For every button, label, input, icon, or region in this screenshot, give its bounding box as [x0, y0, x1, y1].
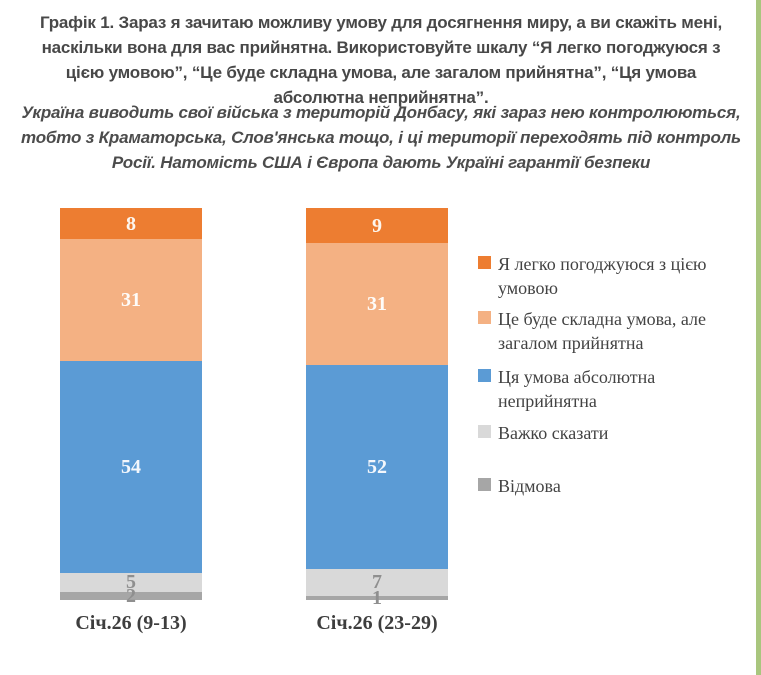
right-green-border — [756, 0, 761, 675]
bar-segment: 31 — [306, 243, 448, 365]
legend-swatch — [478, 369, 491, 382]
legend-item: Відмова — [478, 474, 723, 498]
legend-swatch — [478, 311, 491, 324]
bar-segment: 54 — [60, 360, 202, 573]
legend-swatch — [478, 256, 491, 269]
legend-swatch — [478, 425, 491, 438]
bar-value-label: 31 — [121, 289, 141, 312]
plot-area: 8 31 54 5 2 9 31 52 7 1 — [0, 208, 480, 608]
bar-segment: 9 — [306, 208, 448, 244]
legend: Я легко погоджуюся з цією умовою Це буде … — [478, 252, 740, 532]
legend-label: Ця умова абсолютна неприйнятна — [498, 367, 656, 411]
chart-title: Графік 1. Зараз я зачитаю можливу умову … — [39, 13, 723, 107]
legend-item: Це буде складна умова, але загалом прийн… — [478, 307, 723, 355]
bar-segment: 5 — [60, 571, 202, 594]
bar-value-label: 9 — [372, 214, 382, 237]
bar-2: 9 31 52 7 1 — [306, 208, 448, 608]
bar-segment: 31 — [60, 239, 202, 361]
bar-1: 8 31 54 5 2 — [60, 208, 202, 606]
category-label-1: Січ.26 (9-13) — [75, 612, 187, 634]
legend-item: Я легко погоджуюся з цією умовою — [478, 252, 723, 300]
bar-segment: 7 — [306, 568, 448, 597]
bar-segment: 8 — [60, 208, 202, 240]
legend-label: Важко сказати — [498, 423, 609, 443]
category-label-2: Січ.26 (23-29) — [316, 612, 438, 634]
bar-value-label: 5 — [126, 571, 136, 594]
legend-label: Відмова — [498, 476, 561, 496]
bar-value-label: 8 — [126, 212, 136, 235]
bar-value-label: 52 — [367, 455, 387, 478]
bar-segment: 52 — [306, 364, 448, 569]
legend-item: Важко сказати — [478, 421, 723, 445]
bar-value-label: 7 — [372, 571, 382, 594]
bar-value-label: 54 — [121, 455, 141, 478]
legend-swatch — [478, 478, 491, 491]
bar-segment: 2 — [60, 586, 202, 606]
legend-item: Ця умова абсолютна неприйнятна — [478, 365, 723, 413]
bar-segment: 1 — [306, 588, 448, 608]
bar-value-label: 31 — [367, 293, 387, 316]
legend-label: Я легко погоджуюся з цією умовою — [498, 254, 707, 298]
chart-subtitle: Україна виводить свої війська з територі… — [21, 103, 741, 172]
legend-label: Це буде складна умова, але загалом прийн… — [498, 309, 706, 353]
